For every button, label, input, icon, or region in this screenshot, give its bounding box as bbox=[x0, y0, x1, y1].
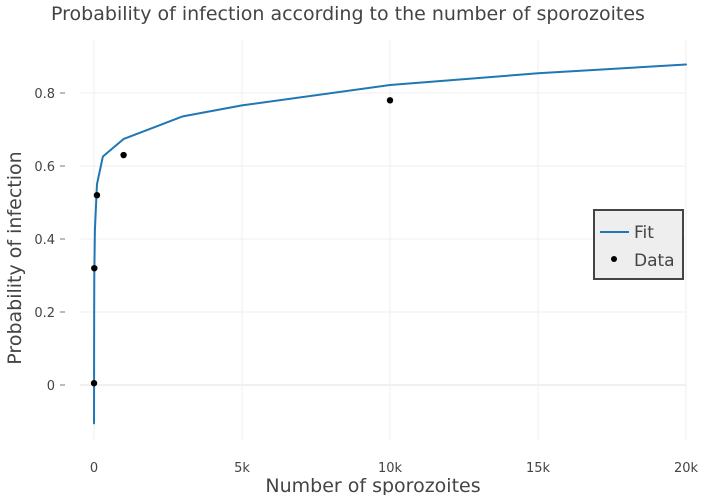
chart-title: Probability of infection according to th… bbox=[51, 3, 645, 25]
data-point[interactable] bbox=[90, 379, 98, 387]
y-axis-title: Probability of infection bbox=[4, 151, 26, 364]
legend-data-swatch bbox=[611, 256, 617, 262]
y-tick-label: 0.6 bbox=[34, 160, 55, 175]
y-tick-label: 0.4 bbox=[34, 233, 55, 248]
x-tick-label: 0 bbox=[90, 461, 98, 476]
y-tick-label: 0.2 bbox=[34, 306, 55, 321]
legend-data-label: Data bbox=[634, 251, 675, 271]
x-tick-label: 5k bbox=[234, 461, 250, 476]
series-layer bbox=[90, 63, 687, 425]
legend-box bbox=[593, 209, 684, 280]
fit-line bbox=[93, 63, 687, 425]
data-point[interactable] bbox=[93, 192, 101, 199]
axis-layer: 0 0.2 0.4 0.6 0.8 0 5k 10k 15k 20k bbox=[34, 87, 698, 476]
y-tick-label: 0.8 bbox=[34, 87, 55, 102]
data-point[interactable] bbox=[386, 97, 394, 104]
data-point[interactable] bbox=[91, 265, 98, 272]
x-tick-label: 10k bbox=[378, 461, 403, 476]
legend[interactable]: Fit Data bbox=[593, 209, 684, 280]
x-axis-title: Number of sporozoites bbox=[265, 475, 480, 495]
legend-fit-label: Fit bbox=[634, 223, 654, 243]
data-point[interactable] bbox=[120, 151, 127, 159]
x-tick-label: 20k bbox=[674, 461, 699, 476]
x-tick-label: 15k bbox=[526, 461, 551, 476]
y-tick-label: 0 bbox=[47, 379, 55, 394]
